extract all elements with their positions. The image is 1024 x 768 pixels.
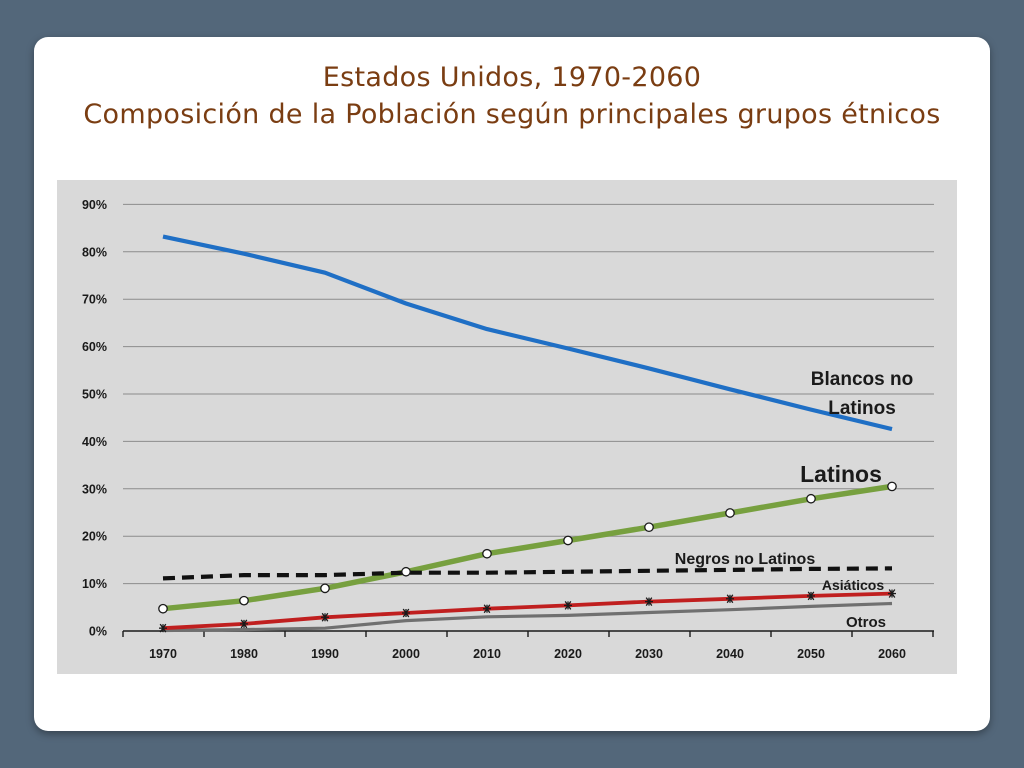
series-line-blancos [162,234,893,432]
data-point-asiaticos [402,608,410,618]
data-point-asiaticos [321,612,329,622]
slide-title: Estados Unidos, 1970-2060 [322,62,702,93]
series-label-blancos: Latinos [828,398,896,419]
data-point-asiaticos [483,604,491,614]
y-tick-label: 70% [82,293,107,307]
data-point-asiaticos [564,601,572,610]
plot-area [57,180,957,674]
x-tick-label: 2050 [797,647,825,661]
x-tick-label: 2020 [554,647,582,661]
data-point-latinos [887,481,897,492]
y-tick-label: 90% [82,198,107,212]
y-tick-label: 40% [82,435,107,449]
data-point-asiaticos [807,591,815,601]
x-tick-label: 1990 [311,647,339,661]
data-point-latinos [320,583,330,594]
y-tick-label: 30% [82,482,107,496]
x-tick-label: 2010 [473,647,501,661]
data-point-latinos [482,548,492,559]
x-tick-label: 2060 [878,647,906,661]
data-point-asiaticos [726,594,734,604]
data-point-latinos [806,493,816,504]
series-label-latinos: Latinos [800,461,882,487]
y-tick-label: 50% [82,388,107,402]
series-line-asiaticos [162,591,893,631]
data-point-asiaticos [159,623,167,633]
series-label-blancos: Blancos no [811,369,913,390]
slide-subtitle: Composición de la Población según princi… [83,99,941,130]
series-line-latinos [162,483,893,612]
data-point-asiaticos [888,589,896,598]
series-label-negros: Negros no Latinos [675,551,816,568]
x-tick-label: 1980 [230,647,258,661]
x-tick-label: 2040 [716,647,744,661]
x-tick-label: 2030 [635,647,663,661]
x-tick-label: 1970 [149,647,177,661]
x-tick-label: 2000 [392,647,420,661]
y-tick-label: 0% [89,625,107,639]
series-label-asiaticos: Asiáticos [822,577,884,593]
series-line-negros [162,566,893,581]
data-point-asiaticos [645,597,653,606]
series-line-otros [162,601,893,633]
data-point-latinos [644,522,654,533]
y-tick-label: 80% [82,245,107,259]
y-tick-label: 60% [82,340,107,354]
data-point-latinos [401,566,411,577]
data-point-latinos [725,508,735,518]
data-point-latinos [158,603,168,614]
data-point-asiaticos [240,619,248,629]
y-tick-label: 10% [82,577,107,591]
data-point-latinos [563,535,573,546]
series-label-otros: Otros [846,614,886,631]
data-point-latinos [239,595,249,606]
y-tick-label: 20% [82,530,107,544]
